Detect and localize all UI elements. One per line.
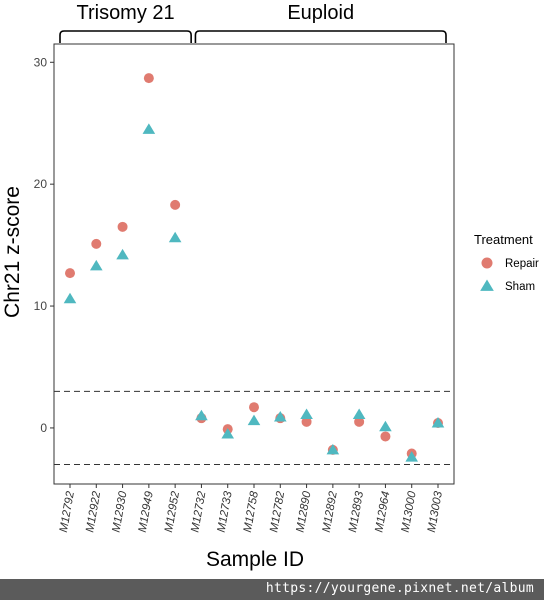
data-point-repair — [380, 431, 391, 442]
y-tick-label: 0 — [40, 421, 47, 435]
data-point-repair — [249, 402, 259, 413]
x-tick-label: M12733 — [216, 490, 235, 534]
watermark-footer: https://yourgene.pixnet.net/album — [0, 579, 544, 600]
scatter-chart: 0 10 20 30 M12792 M12922 M12930 M12949 M12952 M1… — [1, 2, 539, 571]
x-axis-label: Sample ID — [206, 548, 304, 571]
data-point-repair — [170, 199, 181, 210]
data-point-repair — [354, 416, 365, 427]
legend: Treatment Repair Sham — [474, 232, 539, 293]
x-tick-label: M12890 — [294, 490, 313, 534]
group-label: Euploid — [287, 2, 354, 24]
y-tick-label: 20 — [34, 177, 48, 191]
legend-title: Treatment — [474, 232, 533, 247]
data-point-repair — [117, 221, 128, 232]
data-point-sham — [352, 408, 366, 420]
data-point-sham — [89, 259, 103, 271]
data-point-sham — [431, 417, 445, 428]
y-tick-label: 30 — [34, 55, 48, 69]
x-tick-label: M12782 — [268, 490, 287, 534]
data-point-sham — [195, 409, 208, 421]
data-point-sham — [379, 420, 392, 432]
x-tick-label: M12893 — [347, 490, 366, 534]
footer-url[interactable]: https://yourgene.pixnet.net/album — [265, 581, 534, 596]
data-point-sham — [63, 292, 77, 304]
data-point-repair — [91, 238, 102, 249]
x-tick-label: M12758 — [242, 490, 261, 534]
data-point-sham — [168, 231, 182, 243]
y-tick-label: 10 — [34, 299, 48, 313]
x-tick-label: M12792 — [58, 490, 77, 534]
x-tick-label: M12949 — [137, 490, 156, 534]
legend-label: Sham — [505, 281, 535, 293]
group-bracket — [59, 30, 192, 43]
x-tick-label: M13000 — [400, 490, 419, 534]
x-tick-label: M12732 — [189, 490, 208, 534]
legend-key-repair — [481, 257, 493, 269]
x-tick-label: M12952 — [163, 490, 182, 534]
x-tick-label: M12892 — [321, 490, 340, 534]
y-axis-label: Chr21 z-score — [1, 186, 24, 318]
x-tick-label: M13003 — [426, 490, 445, 534]
data-point-repair — [65, 268, 75, 279]
data-point-sham — [142, 123, 156, 134]
legend-label: Repair — [505, 258, 539, 270]
data-point-sham — [300, 408, 313, 420]
data-point-repair — [143, 73, 154, 84]
legend-key-sham — [480, 279, 494, 291]
data-point-sham — [247, 414, 261, 426]
x-tick-label: M12922 — [84, 490, 103, 534]
x-tick-label: M12930 — [110, 490, 129, 534]
data-point-sham — [405, 451, 419, 462]
data-point-sham — [326, 443, 340, 455]
data-point-sham — [116, 248, 129, 260]
data-point-sham — [273, 410, 287, 422]
data-point-sham — [221, 428, 235, 439]
x-tick-label: M12964 — [373, 490, 392, 533]
group-label: Trisomy 21 — [76, 2, 174, 24]
data-point-repair — [301, 416, 312, 427]
group-bracket — [194, 30, 447, 43]
